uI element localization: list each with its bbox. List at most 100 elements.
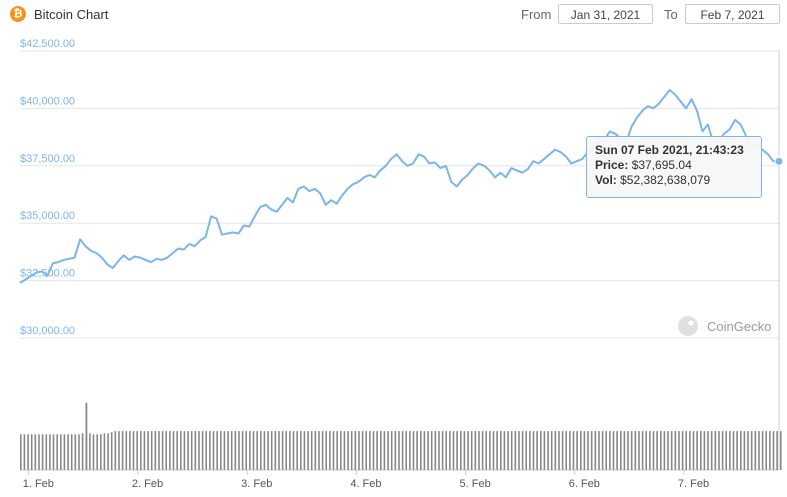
volume-bar [645, 431, 647, 470]
volume-bar [201, 431, 204, 470]
volume-bar [609, 431, 611, 470]
volume-bar [761, 431, 764, 470]
volume-bar [641, 431, 644, 470]
volume-bars [20, 402, 782, 471]
bitcoin-logo-icon: ₿ [10, 6, 26, 22]
x-tick-label: 4. Feb [350, 478, 381, 490]
x-tick-label: 1. Feb [23, 478, 54, 490]
volume-bar-spike [85, 402, 88, 470]
volume-bar [689, 431, 691, 470]
volume-bar [507, 431, 509, 470]
volume-bar [110, 432, 113, 470]
volume-bar [140, 431, 142, 470]
volume-bar [376, 431, 378, 470]
volume-bar [107, 433, 109, 471]
volume-bar [718, 431, 720, 470]
volume-bar [267, 431, 269, 470]
volume-bar [216, 431, 218, 470]
volume-bar [249, 431, 251, 470]
volume-bar [129, 431, 131, 470]
volume-bar [674, 431, 677, 470]
volume-bar [350, 431, 353, 470]
volume-bar [165, 431, 167, 470]
volume-bar [667, 431, 669, 470]
volume-bar [38, 434, 40, 470]
volume-bar [300, 431, 302, 470]
volume-bar [285, 431, 287, 470]
volume-bar [256, 431, 258, 470]
volume-bar [398, 431, 400, 470]
volume-bar [63, 434, 66, 470]
volume-bar [692, 431, 695, 470]
volume-bar [554, 431, 557, 470]
volume-bar [732, 431, 735, 470]
volume-bar [89, 433, 91, 471]
volume-bar [656, 431, 658, 470]
volume-bar [510, 431, 513, 470]
volume-bar [390, 431, 393, 470]
volume-bar [478, 431, 480, 470]
gecko-icon [678, 316, 698, 336]
volume-bar [434, 431, 437, 470]
volume-bar [347, 431, 349, 470]
volume-bar [521, 431, 524, 470]
volume-bar [147, 431, 149, 470]
y-tick-label: $40,000.00 [20, 95, 75, 107]
volume-bar [427, 431, 429, 470]
volume-bar [514, 431, 517, 470]
volume-bar [310, 431, 313, 470]
volume-bar [449, 431, 451, 470]
volume-bar [558, 431, 560, 470]
volume-bar [23, 434, 26, 470]
volume-bar [358, 431, 360, 470]
volume-bar [194, 431, 197, 470]
volume-bar [161, 431, 164, 470]
tooltip: Sun 07 Feb 2021, 21:43:23 Price: $37,695… [586, 136, 762, 198]
y-tick-label: $42,500.00 [20, 38, 75, 50]
volume-bar [92, 434, 95, 470]
volume-bar [60, 434, 62, 470]
volume-bar [460, 431, 462, 470]
volume-bar [136, 431, 138, 470]
volume-bar [34, 434, 37, 470]
y-tick-label: $30,000.00 [20, 325, 75, 337]
volume-bar [209, 431, 211, 470]
volume-bar [700, 431, 702, 470]
to-date-input[interactable]: Feb 7, 2021 [685, 4, 780, 24]
volume-bar [725, 431, 727, 470]
volume-bar [663, 431, 666, 470]
volume-bar [576, 431, 578, 470]
volume-bar [532, 431, 535, 470]
volume-bar [336, 431, 338, 470]
volume-bar [180, 431, 182, 470]
watermark-text: CoinGecko [707, 319, 771, 334]
volume-bar [481, 431, 484, 470]
from-date-input[interactable]: Jan 31, 2021 [558, 4, 653, 24]
from-label: From [521, 7, 552, 22]
volume-bar [583, 431, 586, 470]
y-tick-label: $37,500.00 [20, 153, 75, 165]
volume-bar [729, 431, 731, 470]
volume-bar [550, 431, 553, 470]
volume-bar [96, 434, 98, 470]
x-tick-label: 3. Feb [241, 478, 272, 490]
volume-bar [470, 431, 473, 470]
volume-bar [387, 431, 389, 470]
coingecko-watermark: CoinGecko [678, 316, 771, 336]
volume-bar [569, 431, 571, 470]
volume-bar [485, 431, 487, 470]
volume-bar [365, 431, 367, 470]
volume-bar [372, 431, 375, 470]
volume-bar [241, 431, 244, 470]
volume-bar [56, 434, 58, 470]
volume-bar [238, 431, 240, 470]
x-tick-label: 6. Feb [569, 478, 600, 490]
chart-header: ₿ Bitcoin Chart From Jan 31, 2021 To Feb… [0, 0, 787, 32]
volume-bar [685, 431, 687, 470]
volume-bar [627, 431, 629, 470]
volume-bar [263, 431, 266, 470]
volume-bar [463, 431, 466, 470]
volume-bar [503, 431, 506, 470]
volume-bar [758, 431, 760, 470]
